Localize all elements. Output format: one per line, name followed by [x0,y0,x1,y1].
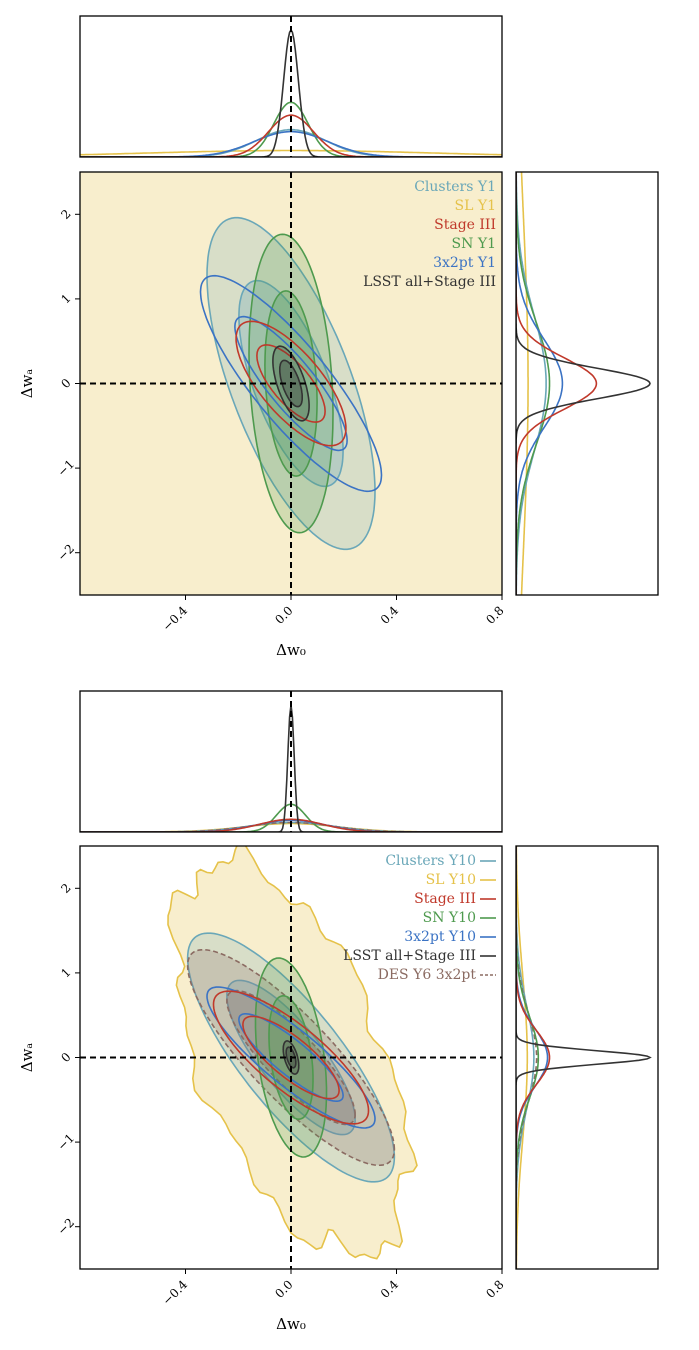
legend-label: SN Y1 [452,236,496,252]
y-tick-label: 2 [58,207,73,222]
marginal-wa-stage-iii [516,846,551,1269]
marginal-wa-frame [515,171,659,596]
x-tick-label: 0.4 [378,1277,402,1301]
y-tick-label: 1 [58,965,73,980]
y-tick-label: −2 [55,1215,77,1237]
x-tick-label: 0.4 [378,603,402,627]
x-tick-label: 0.8 [483,603,506,626]
marginal-wa-frame [515,845,659,1270]
marginal-wa-lsst-all-stage-iii [516,172,651,595]
y-tick-label: 0 [58,1050,73,1065]
contour-sl-y10 [167,846,418,1260]
contour-layer [80,172,502,595]
marginal-wa [515,845,659,1270]
legend-label: LSST all+Stage III [363,274,496,290]
x-tick-label: −0.4 [160,603,191,634]
legend-label: Clusters Y10 [385,853,476,869]
marginal-w0-sn-y10 [80,803,502,832]
marginal-wa-3x2pt-y10 [516,846,549,1269]
contour-stage-iii [235,320,347,447]
legend-label: Stage III [414,891,476,907]
marginal-w0-frame [79,15,503,158]
marginal-w0-frame [79,690,503,833]
contour-outer [212,990,370,1125]
marginal-wa-sl-y1 [520,172,529,595]
x-tick-label: 0.0 [272,603,295,626]
contour-outer [235,320,347,447]
legend-label: DES Y6 3x2pt [378,967,477,983]
marginal-wa-clusters-y1 [516,172,547,595]
legend-label: Stage III [434,217,496,233]
y-axis-label: Δwₐ [18,1043,36,1073]
marginal-wa-sl-y10 [516,846,529,1269]
contour-outer [199,274,383,493]
marginal-w0-sn-y1 [80,101,502,157]
marginal-wa-sn-y1 [516,172,551,595]
y-tick-label: −2 [55,541,77,563]
contour-layer [167,846,418,1260]
y-tick-label: −1 [55,457,77,479]
legend-label: LSST all+Stage III [343,948,476,964]
marginal-w0-stage-iii [80,818,502,832]
marginal-w0-3x2pt-y10 [80,819,502,832]
x-tick-label: −0.4 [160,1277,191,1308]
legend-label: 3x2pt Y1 [433,255,496,271]
marginal-wa [515,171,659,596]
contour-inner [256,344,326,423]
marginal-w0 [79,690,503,833]
y-tick-label: 1 [58,291,73,306]
y-tick-label: −1 [55,1131,77,1153]
contour-inner [234,315,348,452]
contour-outer [167,846,418,1260]
legend-label: SN Y10 [423,910,476,926]
contour-inner [238,1013,344,1102]
y-axis-label: Δwₐ [18,369,36,399]
marginal-wa-3x2pt-y1 [516,172,564,595]
contour-stage-iii [212,990,370,1125]
legend-label: SL Y1 [455,198,497,214]
contour-3x2pt-y1 [199,274,383,493]
y-tick-label: 0 [58,376,73,391]
legend: Clusters Y10 SL Y10 Stage III SN Y10 3x2pt Y… [343,853,496,983]
legend-label: SL Y10 [426,872,476,888]
x-axis-label: Δw₀ [276,1315,306,1333]
marginal-wa-lsst-all-stage-iii [516,846,652,1269]
y-tick-label: 2 [58,881,73,896]
x-axis-label: Δw₀ [276,641,306,659]
legend-label: 3x2pt Y10 [404,929,476,945]
marginal-w0-stage-iii [80,114,502,157]
bottom-corner-panel: −0.4 0.0 0.4 0.8 −2 −1 0 1 2 Δw₀ Δwₐ Clusters Y10 SL… [18,690,659,1333]
x-tick-label: 0.0 [272,1277,295,1300]
marginal-w0 [79,15,503,158]
contour-inner [242,1015,340,1100]
legend-label: Clusters Y1 [414,179,496,195]
marginal-wa-stage-iii [516,172,598,595]
legend: Clusters Y1 SL Y1 Stage III SN Y1 3x2pt Y1 LS… [363,179,496,290]
top-corner-panel: −0.4 0.0 0.4 0.8 −2 −1 0 1 2 Δw₀ Δwₐ Clusters Y1 SL … [18,15,659,659]
x-tick-label: 0.8 [483,1277,506,1300]
